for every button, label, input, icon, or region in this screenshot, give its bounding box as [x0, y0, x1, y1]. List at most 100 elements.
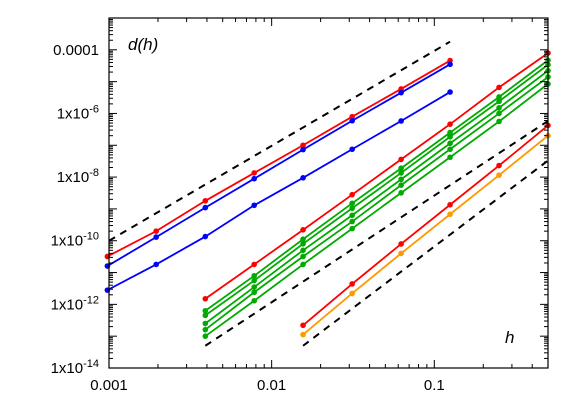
series-7-point: [202, 320, 209, 327]
series-11-point: [398, 250, 404, 257]
series-3-point: [251, 202, 257, 209]
series-6-point: [398, 170, 404, 176]
series-11-point: [349, 290, 355, 297]
series-1-point: [153, 228, 159, 234]
series-8-point: [447, 146, 453, 153]
series-7-point: [398, 176, 404, 183]
series-9-point: [496, 118, 502, 125]
reference-line-3: [302, 159, 549, 347]
series-1-point: [251, 170, 257, 176]
series-8-point: [496, 110, 502, 117]
series-5: [202, 57, 551, 314]
series-7-point: [349, 212, 355, 219]
series-5-point: [398, 165, 404, 172]
series-2-point: [398, 89, 404, 96]
series-6-point: [251, 277, 257, 284]
series-9-point: [349, 225, 355, 232]
series-3-point: [398, 118, 404, 124]
reference-line-2: [204, 120, 549, 347]
series-8-point: [202, 326, 209, 333]
series-3-point: [349, 146, 355, 153]
series-8: [202, 74, 551, 333]
series-10-point: [447, 201, 453, 208]
series-4-point: [398, 156, 404, 163]
series-1-point: [349, 113, 355, 120]
x-tick-label: 0.001: [90, 377, 128, 394]
series-5-point: [202, 307, 209, 314]
series-6-point: [496, 98, 502, 105]
y-tick-label: 1x10-8: [57, 167, 99, 186]
series-7-point: [251, 284, 257, 290]
series-5-point: [300, 236, 306, 242]
series-6-point: [300, 241, 306, 247]
series-2-point: [153, 234, 159, 240]
series-4-point: [349, 191, 355, 198]
series-4-point: [202, 295, 209, 302]
series-2-point: [202, 204, 209, 211]
series-8-point: [300, 253, 306, 260]
series-7-line: [204, 70, 549, 325]
y-axis-label: d(h): [128, 35, 158, 54]
series-11: [300, 132, 551, 338]
series-10-point: [349, 281, 355, 287]
plot-frame-layer: [108, 17, 549, 369]
series-5-point: [251, 273, 257, 279]
series-2: [104, 61, 453, 269]
y-tick-label: 1x10-12: [51, 294, 99, 313]
series-9-point: [398, 190, 404, 196]
series-6-point: [349, 205, 355, 212]
x-tick-label: 0.1: [424, 377, 445, 394]
series-layer: [104, 50, 551, 339]
series-9-line: [204, 83, 549, 337]
series-1-line: [106, 59, 451, 258]
series-9: [202, 81, 551, 339]
series-3: [104, 89, 453, 293]
series-9-point: [300, 261, 306, 268]
series-8-point: [349, 218, 355, 225]
series-10-point: [496, 162, 502, 169]
reference-lines-layer: [108, 40, 549, 347]
series-4-point: [300, 227, 306, 233]
series-10-point: [398, 241, 404, 247]
ticks-layer: 0.001 0.01 0.1 1x10-14 1x10-12 1x10-10 1x10-8 1…: [51, 17, 549, 394]
series-3-point: [153, 261, 159, 268]
x-tick-label: 0.01: [257, 377, 286, 394]
series-8-point: [251, 289, 257, 296]
series-7-point: [300, 247, 306, 254]
series-3-point: [447, 89, 453, 95]
series-6-point: [202, 312, 209, 319]
x-axis-label: h: [505, 328, 514, 347]
series-3-point: [202, 233, 209, 240]
series-6: [202, 61, 551, 319]
series-9-point: [447, 154, 453, 161]
series-1-point: [202, 197, 209, 204]
series-5-point: [349, 200, 355, 207]
series-7-point: [447, 140, 453, 147]
series-10: [300, 122, 551, 329]
series-11-line: [302, 134, 549, 336]
series-10-line: [302, 124, 549, 326]
series-10-point: [300, 322, 306, 329]
series-1: [104, 57, 453, 260]
series-9-point: [251, 297, 257, 304]
series-7-point: [496, 105, 502, 111]
series-11-point: [447, 211, 453, 218]
series-2-point: [349, 117, 355, 124]
series-4-point: [496, 84, 502, 91]
series-1-point: [300, 142, 306, 149]
series-2-point: [300, 146, 306, 153]
series-2-point: [447, 61, 453, 68]
series-4-point: [447, 121, 453, 127]
y-tick-label: 0.0001: [53, 42, 99, 59]
series-5-point: [447, 129, 453, 136]
series-2-point: [251, 175, 257, 182]
series-4-line: [204, 52, 549, 300]
series-4-point: [251, 261, 257, 268]
series-8-line: [204, 76, 549, 331]
series-11-point: [496, 172, 502, 178]
y-tick-label: 1x10-10: [51, 231, 99, 250]
series-5-line: [204, 59, 549, 312]
series-11-point: [300, 331, 306, 338]
